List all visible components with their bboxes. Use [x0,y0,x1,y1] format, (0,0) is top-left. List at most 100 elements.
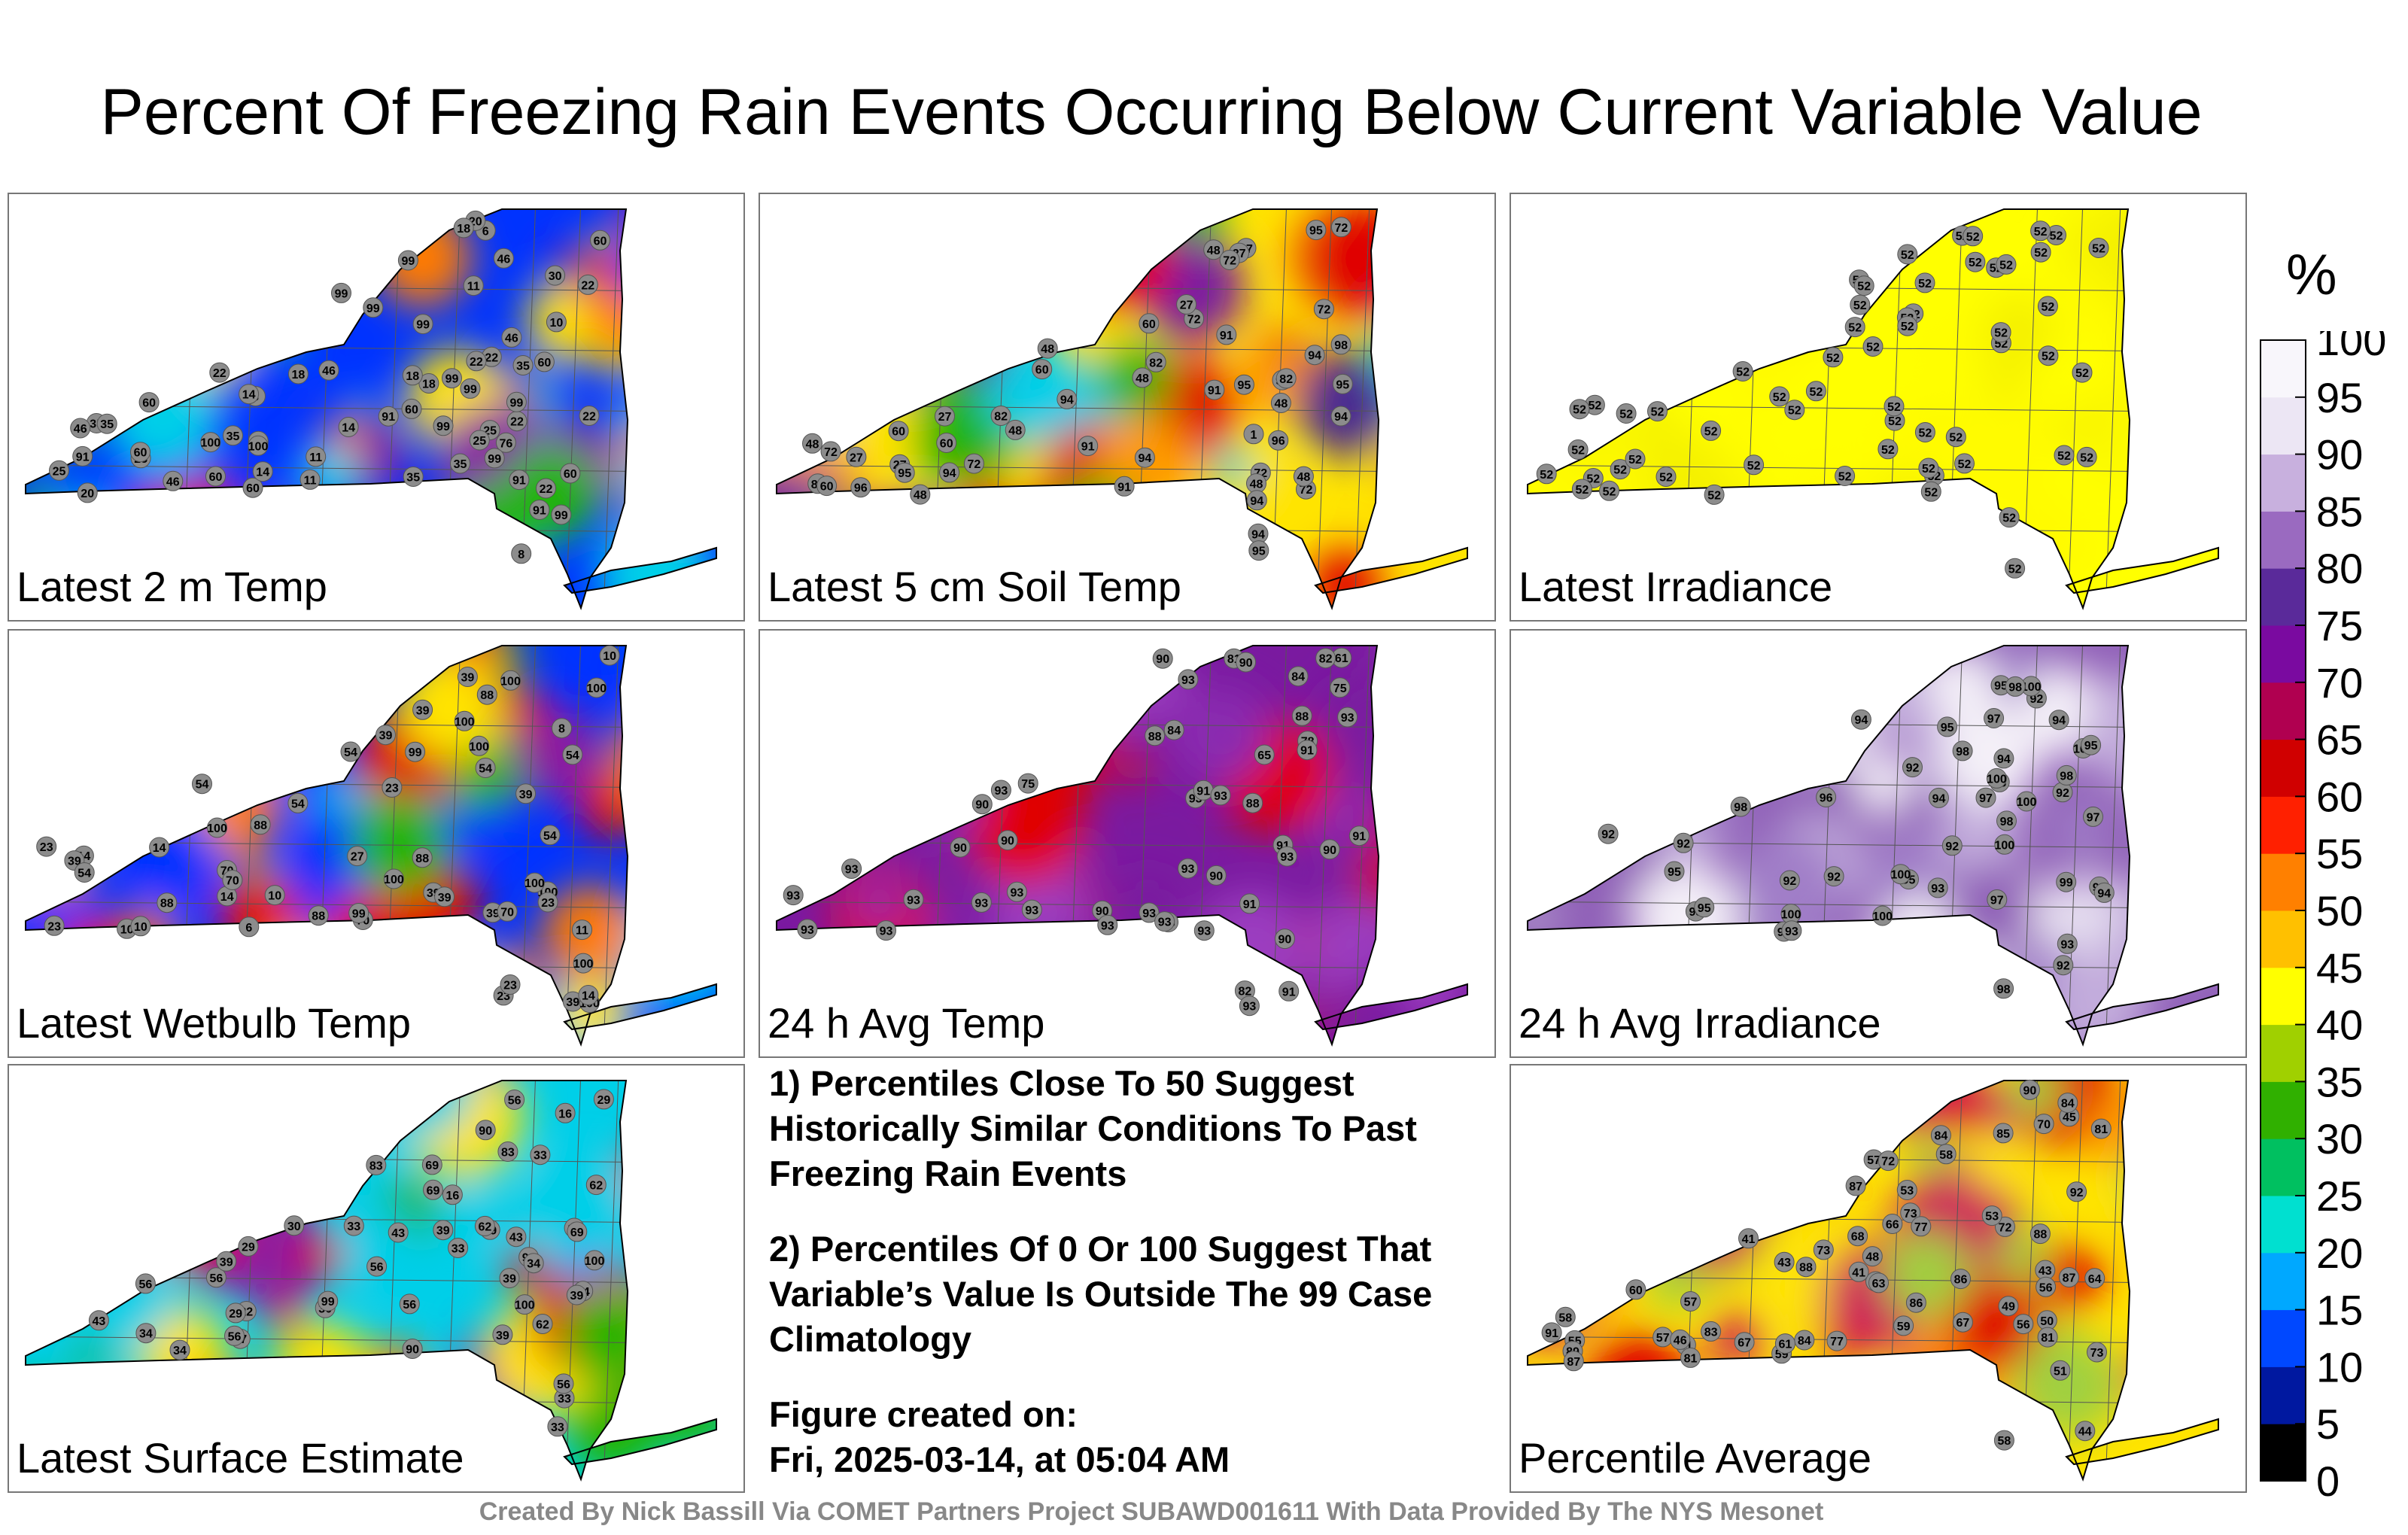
map-panel-1: 1011358189946622143520602599227611860252… [8,193,745,622]
station-marker: 50 [2036,1310,2057,1331]
station-marker: 22 [577,274,598,295]
station-value: 34 [527,1258,540,1271]
station-marker: 100 [1872,905,1893,926]
station-value: 70 [226,875,239,888]
station-value: 52 [1922,463,1935,476]
station-marker: 48 [1005,419,1026,440]
station-value: 92 [2030,693,2044,706]
station-value: 92 [2056,787,2069,800]
station-marker: 52 [1784,400,1805,421]
station-value: 39 [438,892,451,904]
station-marker: 6 [239,916,260,938]
station-marker: 88 [1291,705,1312,726]
station-marker: 35 [223,425,243,446]
station-value: 35 [406,472,420,485]
station-value: 46 [74,423,87,436]
station-marker: 14 [217,886,238,907]
station-value: 76 [500,437,513,450]
station-marker: 90 [1274,929,1295,950]
station-marker: 56 [366,1256,388,1277]
station-marker: 99 [442,368,462,389]
station-value: 56 [139,1278,153,1291]
station-marker: 30 [545,265,566,286]
station-value: 88 [160,898,174,910]
station-value: 91 [533,505,546,518]
station-value: 68 [1851,1231,1865,1244]
station-marker: 84 [1930,1125,1951,1146]
station-value: 59 [1897,1321,1911,1333]
station-value: 48 [1008,424,1022,437]
station-value: 11 [309,451,322,464]
station-value: 52 [1603,485,1616,498]
station-marker: 100 [454,710,475,731]
station-value: 18 [422,378,436,391]
station-value: 91 [1352,831,1366,843]
colorbar-segment [2261,967,2306,1026]
station-marker: 65 [1254,744,1275,765]
station-value: 60 [940,438,953,451]
station-marker: 52 [1536,464,1557,485]
station-value: 60 [246,482,260,495]
station-marker: 90 [971,794,993,815]
station-value: 44 [2078,1426,2092,1439]
station-value: 62 [536,1319,549,1332]
figure-title: Percent Of Freezing Rain Events Occurrin… [100,76,2203,148]
station-marker: 34 [523,1253,544,1274]
station-value: 43 [391,1227,405,1240]
station-value: 18 [457,223,470,236]
percentile-field [26,646,716,1044]
station-marker: 52 [1599,480,1619,501]
station-marker: 72 [820,441,841,462]
colorbar-tick-label: 20 [2316,1230,2363,1277]
station-marker: 54 [192,774,212,795]
station-value: 8 [558,723,565,736]
station-marker: 23 [500,974,521,995]
station-value: 99 [321,1296,335,1309]
colorbar-tick-label: 10 [2316,1343,2363,1391]
ny-map: 1011358189946622143520602599227611860252… [25,208,717,611]
station-marker: 60 [138,392,160,413]
station-marker: 39 [562,991,583,1012]
station-value: 52 [2057,450,2071,463]
station-value: 35 [227,430,240,443]
station-marker: 52 [2088,238,2109,258]
station-marker: 52 [1625,448,1646,470]
station-markers: 9293929292939294929295979810098949798959… [1598,675,2115,999]
station-value: 52 [1888,415,1902,428]
station-value: 62 [479,1220,492,1233]
station-value: 51 [2054,1365,2067,1378]
station-marker: 93 [1193,920,1215,941]
station-value: 39 [379,730,393,743]
station-value: 90 [1278,934,1292,947]
station-value: 18 [292,369,306,381]
station-value: 73 [1904,1208,1917,1220]
station-value: 84 [1167,725,1181,737]
station-value: 100 [585,1255,605,1268]
station-value: 72 [1999,1221,2012,1234]
colorbar-segment [2261,340,2306,398]
station-value: 87 [1567,1356,1580,1369]
station-value: 82 [994,411,1008,424]
station-marker: 90 [1236,652,1257,673]
station-marker: 82 [1234,980,1255,1002]
station-marker: 16 [555,1102,576,1123]
station-marker: 60 [1032,359,1053,380]
station-marker: 98 [1993,978,2014,999]
station-value: 86 [1910,1297,1923,1310]
station-marker: 88 [1242,792,1263,813]
station-value: 60 [405,403,418,416]
station-marker: 52 [1569,399,1590,420]
station-markers: 6181787584788882658290937584939091938890… [783,647,1370,1017]
station-value: 56 [557,1378,570,1391]
station-marker: 83 [1701,1321,1722,1342]
station-marker: 43 [506,1226,527,1248]
colorbar-tick-label: 35 [2316,1058,2363,1105]
station-value: 52 [1628,454,1642,467]
station-value: 93 [974,897,988,910]
station-value: 95 [1238,379,1251,392]
station-marker: 88 [308,905,329,926]
station-marker: 39 [515,783,537,804]
station-value: 92 [1783,875,1797,888]
station-marker: 39 [216,1251,237,1272]
station-value: 60 [134,447,147,460]
